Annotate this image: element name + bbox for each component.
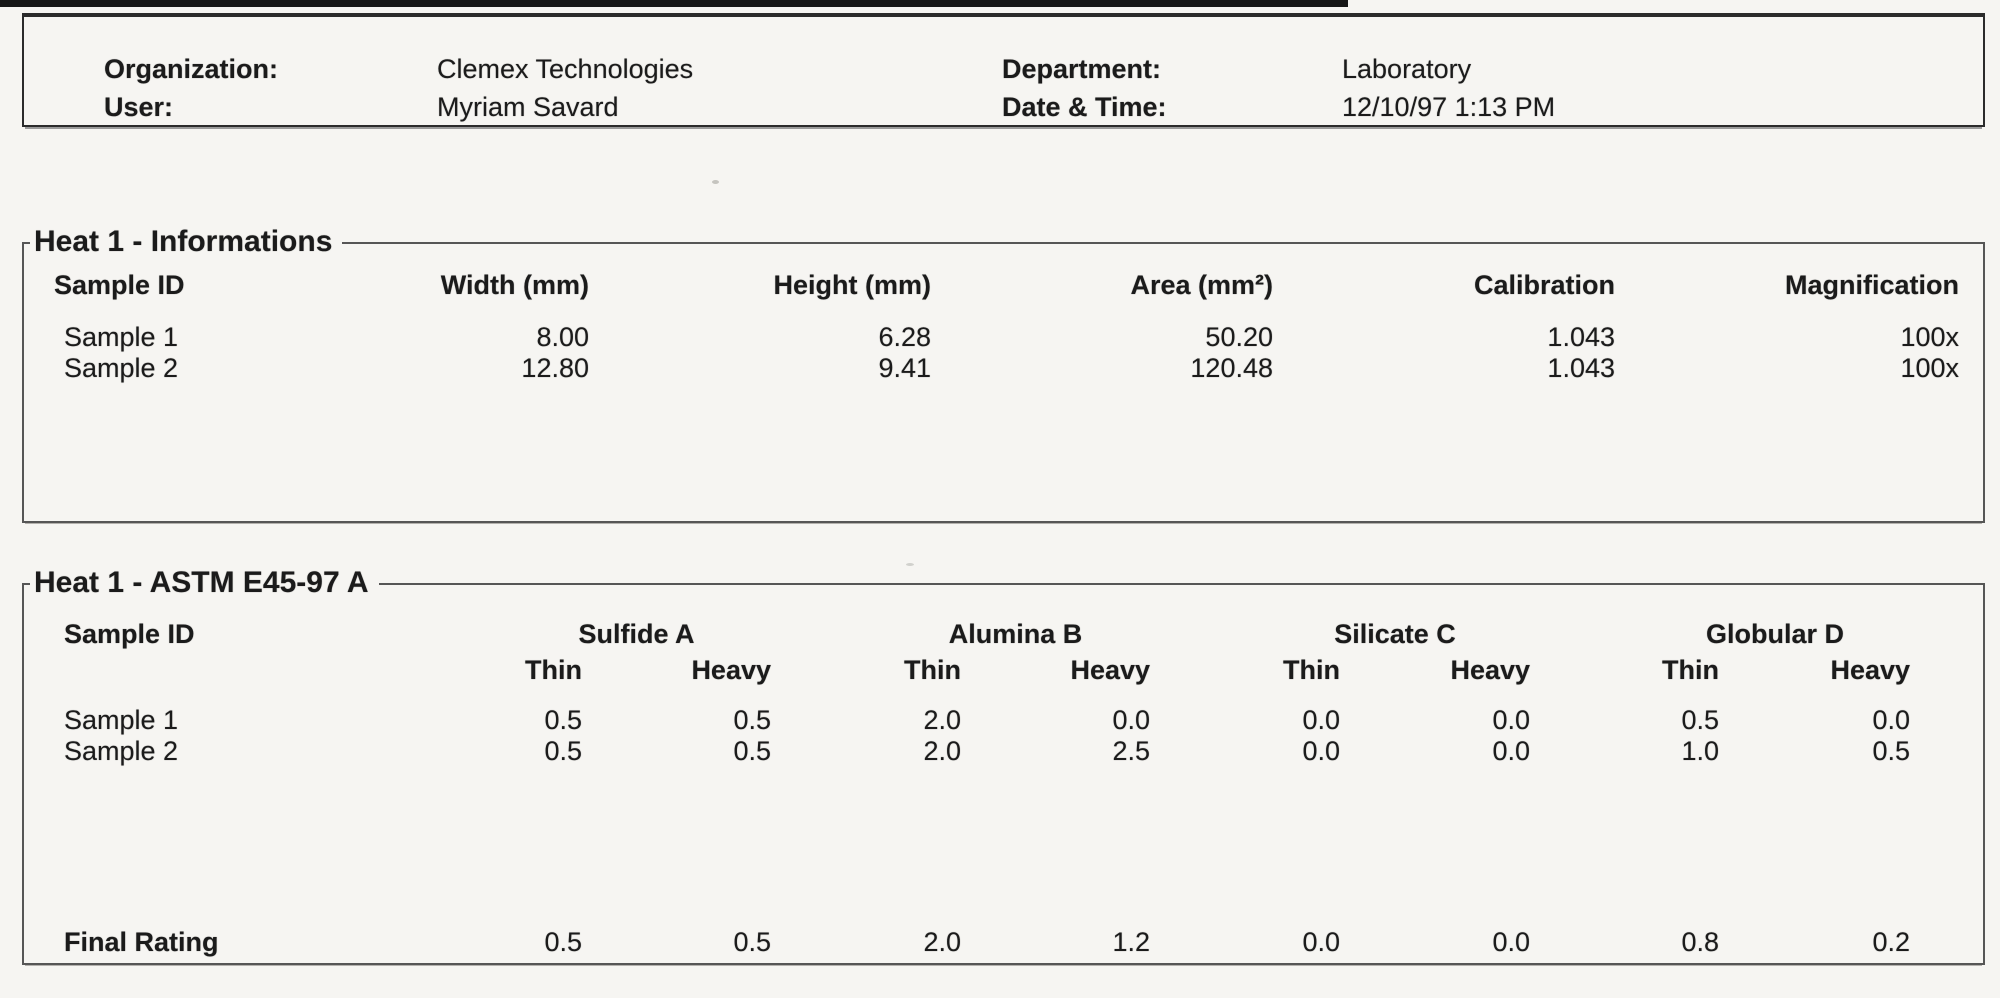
column-header-sample-id: Sample ID xyxy=(54,270,185,300)
organization-value: Clemex Technologies xyxy=(437,54,694,84)
astm-group-header-row: Sample ID Sulfide A Alumina B Silicate C… xyxy=(24,619,1983,655)
table-cell: 0.0 xyxy=(1492,705,1531,735)
astm-subcolumn-header-row: Thin Heavy Thin Heavy Thin Heavy Thin He… xyxy=(24,655,1983,689)
informations-header-row: Sample ID Width (mm) Height (mm) Area (m… xyxy=(24,270,1983,306)
column-header-sample-id: Sample ID xyxy=(64,619,195,649)
table-cell: 0.0 xyxy=(1112,705,1151,735)
table-row-sample-1: Sample 1 8.00 6.28 50.20 1.043 100x xyxy=(24,306,1983,353)
column-header-width: Width (mm) xyxy=(440,270,589,300)
group-header-alumina-b: Alumina B xyxy=(948,619,1083,649)
user-label: User: xyxy=(104,92,174,122)
group-header-globular-d: Globular D xyxy=(1706,619,1845,649)
astm-title: Heat 1 - ASTM E45-97 A xyxy=(30,565,379,601)
table-cell: 0.5 xyxy=(1872,736,1911,766)
table-cell: 120.48 xyxy=(1190,353,1273,383)
subcolumn-header-heavy: Heavy xyxy=(1830,655,1911,685)
table-row-sample-2: Sample 2 0.5 0.5 2.0 2.5 0.0 0.0 1.0 0.5 xyxy=(24,736,1983,767)
table-cell: 0.5 xyxy=(1681,705,1720,735)
group-header-sulfide-a: Sulfide A xyxy=(578,619,695,649)
table-cell: 0.0 xyxy=(1872,705,1911,735)
table-cell: Sample 1 xyxy=(64,322,179,352)
table-row-sample-2: Sample 2 12.80 9.41 120.48 1.043 100x xyxy=(24,353,1983,384)
table-cell: 50.20 xyxy=(1205,322,1273,352)
datetime-value: 12/10/97 1:13 PM xyxy=(1342,92,1556,122)
header-values-right: Laboratory 12/10/97 1:13 PM xyxy=(1342,50,1555,126)
informations-table: Sample ID Width (mm) Height (mm) Area (m… xyxy=(24,270,1983,384)
astm-groupbox: Heat 1 - ASTM E45-97 A Sample ID Sulfide… xyxy=(22,565,1985,965)
table-cell: 8.00 xyxy=(536,322,589,352)
header-labels-left: Organization: User: xyxy=(104,50,278,126)
scan-speck xyxy=(712,180,719,184)
scan-speck xyxy=(906,563,914,566)
table-cell: 9.41 xyxy=(878,353,931,383)
department-label: Department: xyxy=(1002,54,1162,84)
informations-groupbox: Heat 1 - Informations Sample ID Width (m… xyxy=(22,224,1985,523)
informations-title: Heat 1 - Informations xyxy=(30,224,343,260)
subcolumn-header-heavy: Heavy xyxy=(691,655,772,685)
table-cell: 2.0 xyxy=(923,705,962,735)
table-cell: 0.5 xyxy=(544,705,582,735)
table-cell: 100x xyxy=(1900,322,1959,352)
column-header-magnification: Magnification xyxy=(1785,270,1959,300)
table-cell: 0.2 xyxy=(1872,927,1911,957)
subcolumn-header-heavy: Heavy xyxy=(1450,655,1531,685)
table-cell: 1.0 xyxy=(1681,736,1720,766)
table-cell: 0.5 xyxy=(733,736,772,766)
astm-table: Sample ID Sulfide A Alumina B Silicate C… xyxy=(24,619,1983,959)
table-cell: 0.0 xyxy=(1302,927,1341,957)
final-rating-label: Final Rating xyxy=(64,927,219,957)
table-cell: 0.0 xyxy=(1302,705,1341,735)
table-cell: Sample 2 xyxy=(64,353,179,383)
header-values-left: Clemex Technologies Myriam Savard xyxy=(437,50,693,126)
table-cell: 0.0 xyxy=(1492,736,1531,766)
table-cell: 0.8 xyxy=(1681,927,1720,957)
department-value: Laboratory xyxy=(1342,54,1472,84)
table-cell: 0.5 xyxy=(544,927,582,957)
column-header-area: Area (mm²) xyxy=(1130,270,1273,300)
organization-label: Organization: xyxy=(104,54,278,84)
report-header-box: Organization: User: Clemex Technologies … xyxy=(22,13,1985,127)
subcolumn-header-thin: Thin xyxy=(525,655,582,685)
table-cell: 1.043 xyxy=(1547,353,1615,383)
header-labels-right: Department: Date & Time: xyxy=(1002,50,1167,126)
table-cell: 12.80 xyxy=(521,353,589,383)
group-header-silicate-c: Silicate C xyxy=(1334,619,1456,649)
table-cell: Sample 1 xyxy=(64,705,179,735)
table-spacer xyxy=(24,767,1983,927)
datetime-label: Date & Time: xyxy=(1002,92,1167,122)
table-cell: 2.5 xyxy=(1112,736,1151,766)
table-cell: 2.0 xyxy=(923,736,962,766)
column-header-height: Height (mm) xyxy=(773,270,932,300)
user-value: Myriam Savard xyxy=(437,92,619,122)
table-cell: 100x xyxy=(1900,353,1959,383)
scan-artifact-top-band xyxy=(0,0,1348,7)
subcolumn-header-thin: Thin xyxy=(1283,655,1341,685)
column-header-calibration: Calibration xyxy=(1473,270,1615,300)
subcolumn-header-thin: Thin xyxy=(904,655,962,685)
table-cell: 0.5 xyxy=(544,736,582,766)
table-cell: Sample 2 xyxy=(64,736,179,766)
table-cell: 0.0 xyxy=(1492,927,1531,957)
table-cell: 0.0 xyxy=(1302,736,1341,766)
table-cell: 2.0 xyxy=(923,927,962,957)
table-cell: 1.043 xyxy=(1547,322,1615,352)
subcolumn-header-heavy: Heavy xyxy=(1070,655,1151,685)
table-cell: 0.5 xyxy=(733,705,772,735)
table-cell: 6.28 xyxy=(878,322,931,352)
final-rating-row: Final Rating 0.5 0.5 2.0 1.2 0.0 0.0 0.8… xyxy=(24,927,1983,959)
table-row-sample-1: Sample 1 0.5 0.5 2.0 0.0 0.0 0.0 0.5 0.0 xyxy=(24,689,1983,736)
table-cell: 1.2 xyxy=(1112,927,1151,957)
table-cell: 0.5 xyxy=(733,927,772,957)
subcolumn-header-thin: Thin xyxy=(1662,655,1720,685)
